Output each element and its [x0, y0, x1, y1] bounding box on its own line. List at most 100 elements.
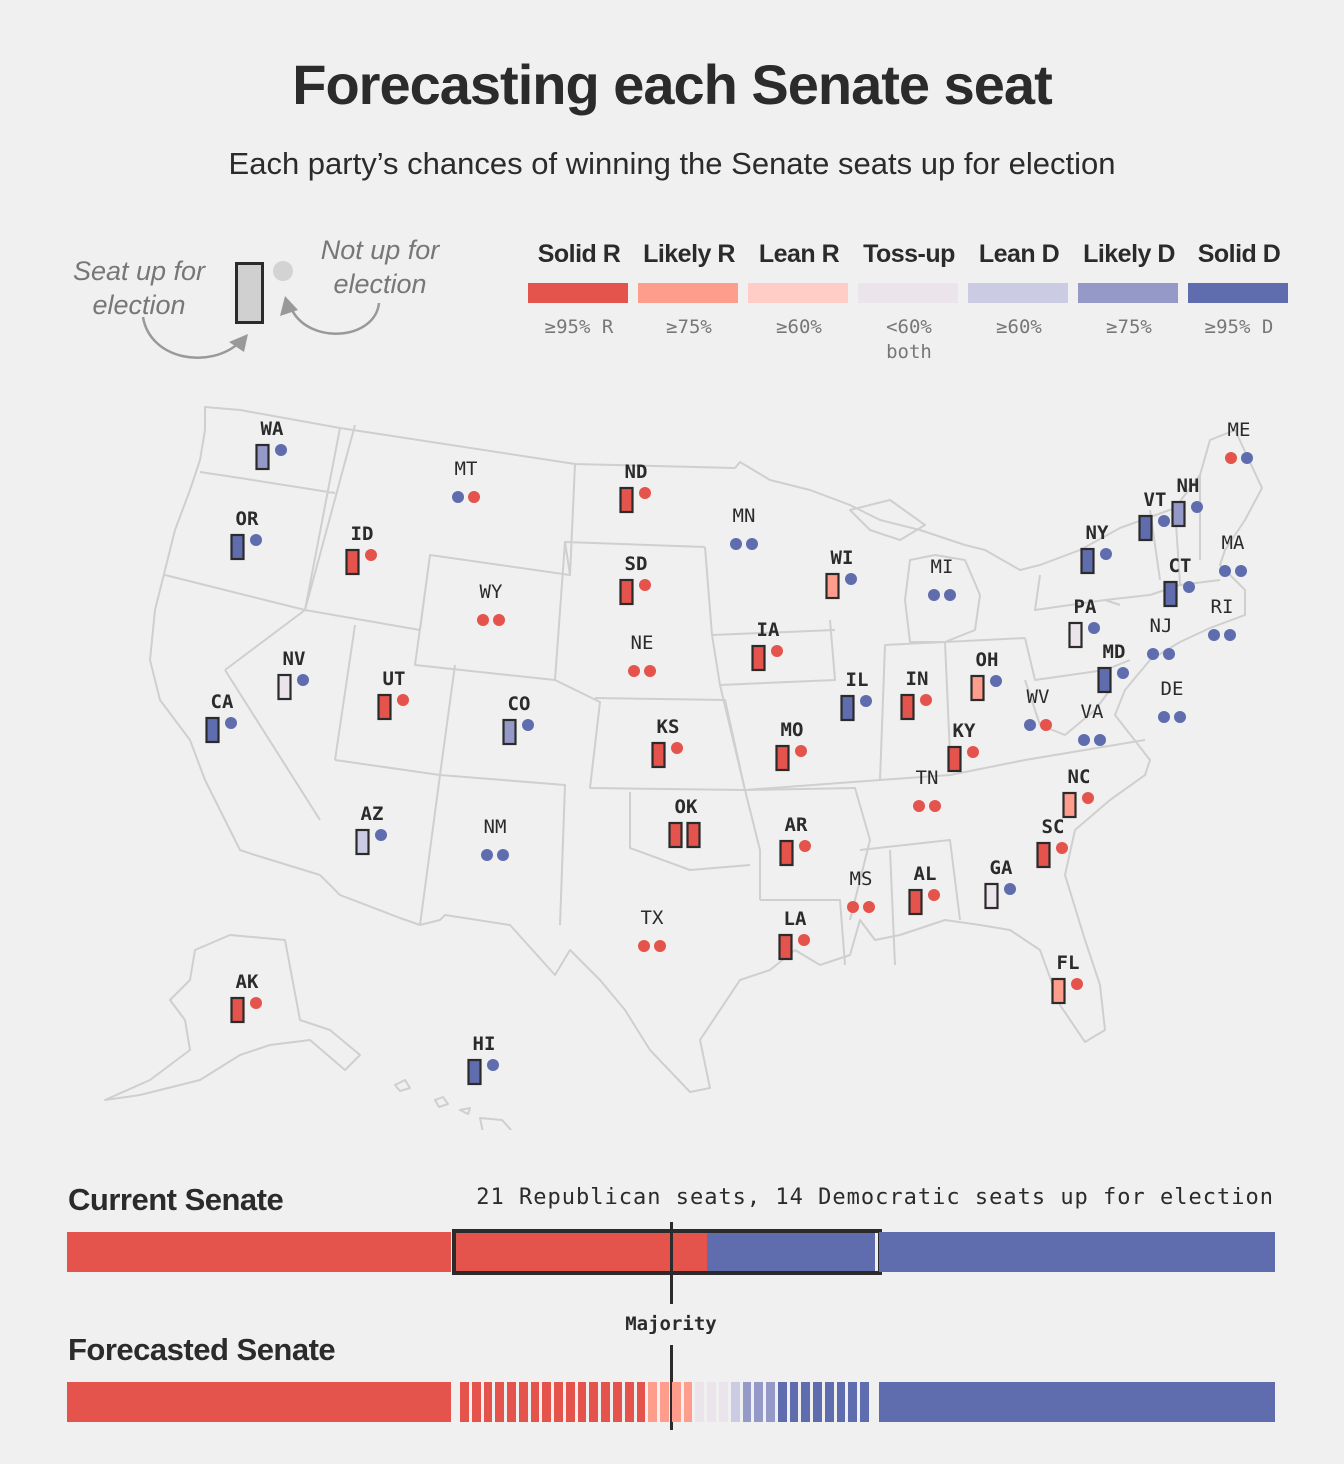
state-oh[interactable]: OH — [970, 649, 1003, 702]
seat-not-up-dot-republican — [639, 579, 651, 591]
state-nh[interactable]: NH — [1171, 475, 1204, 528]
state-mo[interactable]: MO — [775, 719, 808, 772]
forecast-seat-lean-d — [730, 1382, 740, 1422]
seat-up-marker-tossup[interactable] — [1068, 621, 1083, 649]
state-ne[interactable]: NE — [628, 632, 656, 677]
state-nj[interactable]: NJ — [1147, 615, 1175, 660]
state-wv[interactable]: WV — [1024, 686, 1052, 731]
seat-up-marker-likely-d[interactable] — [255, 443, 270, 471]
state-or[interactable]: OR — [230, 508, 263, 561]
state-ma[interactable]: MA — [1219, 532, 1247, 577]
state-ri[interactable]: RI — [1208, 596, 1236, 641]
state-vt[interactable]: VT — [1138, 489, 1171, 542]
state-sd[interactable]: SD — [619, 553, 652, 606]
state-al[interactable]: AL — [908, 863, 941, 916]
seat-up-marker-solid-d[interactable] — [1163, 580, 1178, 608]
state-label: NC — [1068, 766, 1091, 788]
seat-up-marker-solid-r[interactable] — [900, 693, 915, 721]
state-ar[interactable]: AR — [779, 814, 812, 867]
state-wa[interactable]: WA — [255, 418, 288, 471]
seat-up-marker-solid-d[interactable] — [1080, 547, 1095, 575]
seat-up-marker-solid-r[interactable] — [908, 888, 923, 916]
state-ny[interactable]: NY — [1080, 522, 1113, 575]
seat-up-marker-solid-r[interactable] — [947, 745, 962, 773]
seat-up-marker-likely-r[interactable] — [970, 674, 985, 702]
forecast-seat-tossup — [718, 1382, 728, 1422]
state-az[interactable]: AZ — [355, 803, 388, 856]
seat-up-marker-solid-d[interactable] — [230, 533, 245, 561]
state-ks[interactable]: KS — [651, 716, 684, 769]
seat-up-marker-solid-r[interactable] — [751, 644, 766, 672]
seat-up-marker-solid-r[interactable] — [345, 548, 360, 576]
state-nc[interactable]: NC — [1062, 766, 1095, 819]
state-il[interactable]: IL — [840, 669, 873, 722]
state-label: NY — [1086, 522, 1109, 544]
state-ky[interactable]: KY — [947, 720, 980, 773]
seat-up-marker-likely-r[interactable] — [1062, 791, 1077, 819]
seat-up-marker-solid-r[interactable] — [1036, 841, 1051, 869]
state-tn[interactable]: TN — [913, 767, 941, 812]
hawaii-outline — [394, 1079, 513, 1130]
state-sc[interactable]: SC — [1036, 816, 1069, 869]
state-va[interactable]: VA — [1078, 701, 1106, 746]
seat-up-marker-solid-r[interactable] — [775, 744, 790, 772]
seat-up-marker-solid-d[interactable] — [467, 1058, 482, 1086]
state-label: OK — [675, 796, 698, 818]
seat-up-marker-solid-d[interactable] — [205, 716, 220, 744]
state-ca[interactable]: CA — [205, 691, 238, 744]
state-wy[interactable]: WY — [477, 581, 505, 626]
state-label: WA — [261, 418, 284, 440]
state-fl[interactable]: FL — [1051, 952, 1084, 1005]
state-label: VA — [1081, 701, 1104, 723]
state-ak[interactable]: AK — [230, 971, 263, 1024]
seat-up-marker-solid-r[interactable] — [668, 821, 683, 849]
state-ga[interactable]: GA — [984, 857, 1017, 910]
state-de[interactable]: DE — [1158, 678, 1186, 723]
state-la[interactable]: LA — [778, 908, 811, 961]
seat-up-marker-solid-r[interactable] — [230, 996, 245, 1024]
state-nv[interactable]: NV — [277, 648, 310, 701]
seat-up-marker-solid-r[interactable] — [619, 486, 634, 514]
state-ut[interactable]: UT — [377, 668, 410, 721]
seat-not-up-dot-democrat — [860, 695, 872, 707]
seat-up-marker-lean-d[interactable] — [355, 828, 370, 856]
state-wi[interactable]: WI — [825, 547, 858, 600]
seat-up-marker-solid-r[interactable] — [779, 839, 794, 867]
seat-up-marker-solid-d[interactable] — [1097, 666, 1112, 694]
seat-up-marker-likely-r[interactable] — [825, 572, 840, 600]
state-ia[interactable]: IA — [751, 619, 784, 672]
state-co[interactable]: CO — [502, 693, 535, 746]
state-in[interactable]: IN — [900, 668, 933, 721]
state-ct[interactable]: CT — [1163, 555, 1196, 608]
state-mi[interactable]: MI — [928, 556, 956, 601]
state-tx[interactable]: TX — [638, 907, 666, 952]
seat-up-marker-tossup[interactable] — [984, 882, 999, 910]
state-label: KS — [657, 716, 680, 738]
state-ms[interactable]: MS — [847, 868, 875, 913]
seat-up-marker-likely-d[interactable] — [1171, 500, 1186, 528]
seat-up-marker-solid-r[interactable] — [778, 933, 793, 961]
seat-up-marker-solid-r[interactable] — [377, 693, 392, 721]
state-ok[interactable]: OK — [668, 796, 701, 849]
seat-up-marker-solid-r[interactable] — [686, 821, 701, 849]
legend-category-label: Likely R — [643, 240, 735, 268]
seat-up-marker-likely-r[interactable] — [1051, 977, 1066, 1005]
state-mn[interactable]: MN — [730, 505, 758, 550]
state-nd[interactable]: ND — [619, 461, 652, 514]
state-pa[interactable]: PA — [1068, 596, 1101, 649]
state-mt[interactable]: MT — [452, 458, 480, 503]
seat-up-marker-tossup[interactable] — [277, 673, 292, 701]
seat-up-marker-solid-d[interactable] — [840, 694, 855, 722]
state-me[interactable]: ME — [1225, 419, 1253, 464]
seat-not-up-dot-republican — [798, 934, 810, 946]
state-md[interactable]: MD — [1097, 641, 1130, 694]
forecast-seat-likely-d — [754, 1382, 764, 1422]
seat-up-marker-solid-r[interactable] — [651, 741, 666, 769]
seat-up-marker-solid-d[interactable] — [1138, 514, 1153, 542]
state-nm[interactable]: NM — [481, 816, 509, 861]
seat-up-marker-likely-d[interactable] — [502, 718, 517, 746]
state-hi[interactable]: HI — [467, 1033, 500, 1086]
seat-up-marker-solid-r[interactable] — [619, 578, 634, 606]
state-id[interactable]: ID — [345, 523, 378, 576]
seat-not-up-dot-democrat — [452, 491, 464, 503]
